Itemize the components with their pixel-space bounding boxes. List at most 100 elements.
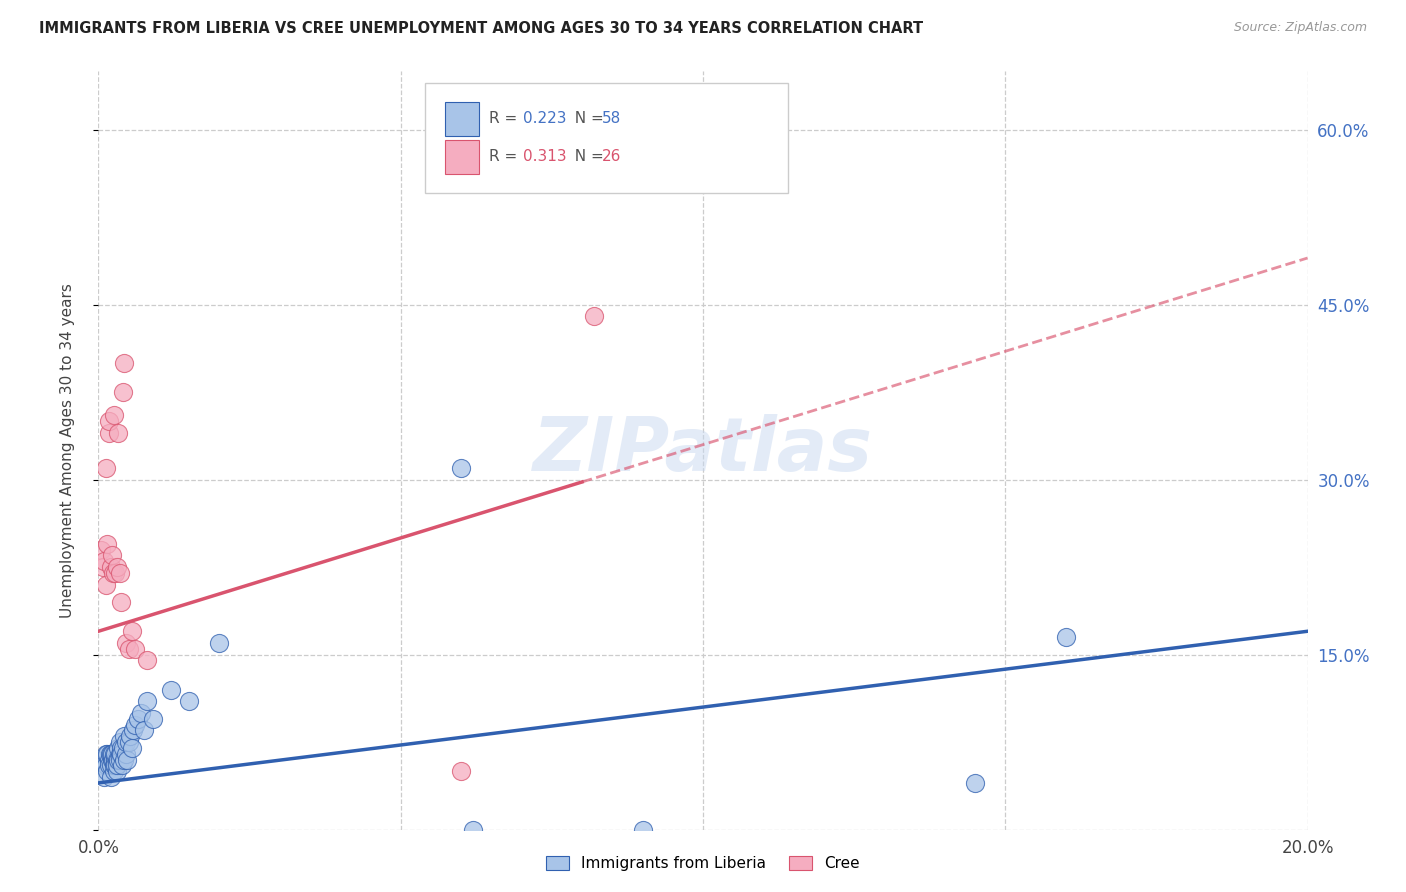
Point <box>98 747 121 761</box>
Point <box>90 542 112 557</box>
Point <box>107 753 129 767</box>
Point <box>91 560 114 574</box>
Point <box>124 641 146 656</box>
Point <box>463 822 485 837</box>
Point <box>96 747 118 761</box>
Point <box>112 729 135 743</box>
Point <box>108 566 131 580</box>
Point <box>1054 630 1077 644</box>
Point <box>94 758 117 772</box>
FancyBboxPatch shape <box>425 83 787 193</box>
Point <box>97 425 120 440</box>
Point <box>450 764 472 779</box>
Point <box>179 694 201 708</box>
Point <box>450 461 472 475</box>
Point <box>93 753 115 767</box>
Point <box>108 735 131 749</box>
Point <box>111 385 134 400</box>
Point <box>98 758 121 772</box>
Point <box>100 747 122 761</box>
Point <box>160 682 183 697</box>
Point <box>100 549 122 563</box>
Point <box>96 537 118 551</box>
Point <box>118 735 141 749</box>
Point <box>118 729 141 743</box>
Point <box>122 723 145 738</box>
Point <box>104 753 127 767</box>
Point <box>583 310 606 324</box>
Point <box>107 425 129 440</box>
Point <box>965 776 987 790</box>
Point <box>108 747 131 761</box>
Point <box>90 758 112 772</box>
Point <box>115 636 138 650</box>
Point <box>101 566 124 580</box>
FancyBboxPatch shape <box>446 102 479 136</box>
Point <box>101 747 124 761</box>
Point <box>93 554 115 568</box>
Text: 0.313: 0.313 <box>523 149 567 164</box>
Point <box>103 747 125 761</box>
Text: R =: R = <box>489 111 522 126</box>
Point <box>98 414 121 428</box>
Point <box>631 822 654 837</box>
Point <box>110 595 132 609</box>
Point <box>96 461 118 475</box>
Point <box>208 636 231 650</box>
Point <box>105 758 128 772</box>
Point <box>97 753 120 767</box>
Text: N =: N = <box>565 149 609 164</box>
Y-axis label: Unemployment Among Ages 30 to 34 years: Unemployment Among Ages 30 to 34 years <box>60 283 75 618</box>
Point <box>105 764 128 779</box>
Point <box>142 712 165 726</box>
Point <box>121 740 143 755</box>
Point <box>94 577 117 591</box>
Point <box>135 694 157 708</box>
Point <box>93 770 115 784</box>
Point <box>112 753 135 767</box>
Point <box>115 735 138 749</box>
Point <box>110 740 132 755</box>
Text: IMMIGRANTS FROM LIBERIA VS CREE UNEMPLOYMENT AMONG AGES 30 TO 34 YEARS CORRELATI: IMMIGRANTS FROM LIBERIA VS CREE UNEMPLOY… <box>39 21 924 36</box>
Text: R =: R = <box>489 149 522 164</box>
Point <box>127 712 149 726</box>
Point <box>114 747 136 761</box>
Point <box>118 641 141 656</box>
Point <box>103 409 125 423</box>
Point <box>101 753 124 767</box>
Point <box>129 706 152 720</box>
Point <box>111 740 134 755</box>
Text: 26: 26 <box>602 149 621 164</box>
Point <box>121 624 143 639</box>
Point <box>124 717 146 731</box>
Point <box>91 753 114 767</box>
Point <box>100 758 122 772</box>
Point <box>104 747 127 761</box>
Point <box>104 566 127 580</box>
Point <box>100 753 122 767</box>
Point <box>132 723 155 738</box>
Legend: Immigrants from Liberia, Cree: Immigrants from Liberia, Cree <box>540 849 866 877</box>
Point <box>100 770 122 784</box>
Point <box>103 764 125 779</box>
Point <box>111 758 134 772</box>
Point <box>105 753 128 767</box>
FancyBboxPatch shape <box>446 139 479 174</box>
Point <box>108 753 131 767</box>
Point <box>112 356 135 370</box>
Text: Source: ZipAtlas.com: Source: ZipAtlas.com <box>1233 21 1367 34</box>
Text: 58: 58 <box>602 111 620 126</box>
Text: ZIPatlas: ZIPatlas <box>533 414 873 487</box>
Point <box>135 653 157 667</box>
Text: 0.223: 0.223 <box>523 111 567 126</box>
Point <box>105 560 128 574</box>
Point <box>96 747 118 761</box>
Text: N =: N = <box>565 111 609 126</box>
Point <box>96 764 118 779</box>
Point <box>110 747 132 761</box>
Point <box>117 753 139 767</box>
Point <box>103 758 125 772</box>
Point <box>104 758 127 772</box>
Point <box>107 740 129 755</box>
Point <box>100 560 122 574</box>
